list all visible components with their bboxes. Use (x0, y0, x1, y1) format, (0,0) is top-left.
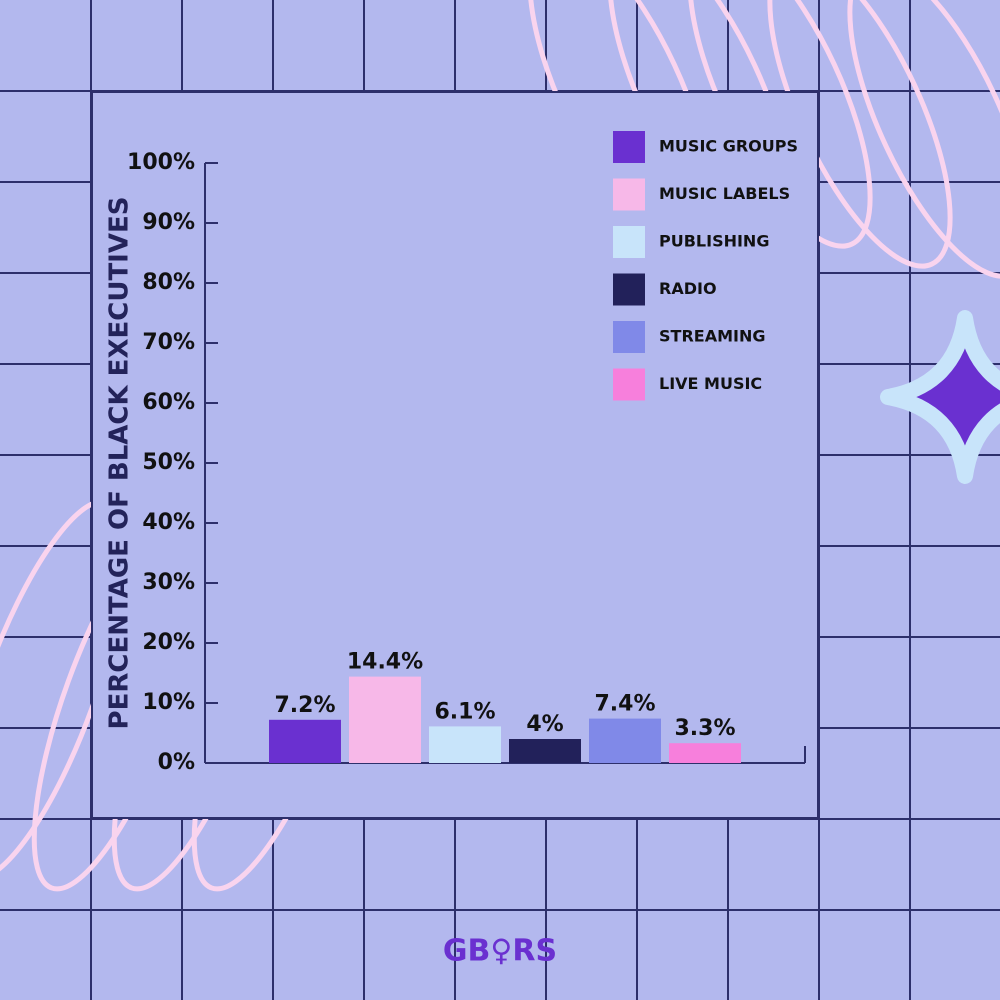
y-tick-label: 0% (158, 750, 195, 775)
bar (509, 739, 581, 763)
y-tick-label: 90% (142, 210, 195, 235)
bar (349, 676, 421, 763)
y-tick-label: 20% (142, 630, 195, 655)
value-label: 4% (526, 712, 563, 737)
legend-label: RADIO (659, 279, 717, 298)
y-tick-label: 30% (142, 570, 195, 595)
y-axis-title: PERCENTAGE OF BLACK EXECUTIVES (105, 197, 135, 730)
star-decoration (880, 310, 1000, 484)
logo: GB♀RS (443, 934, 557, 969)
y-tick-label: 100% (127, 150, 195, 175)
legend-swatch (613, 226, 645, 258)
chart-panel (91, 91, 819, 819)
legend-swatch (613, 273, 645, 306)
legend-label: MUSIC LABELS (659, 184, 790, 203)
legend-swatch (613, 131, 645, 163)
y-tick-label: 10% (142, 690, 195, 715)
legend-label: MUSIC GROUPS (659, 137, 798, 156)
value-label: 7.4% (594, 692, 655, 717)
legend-label: PUBLISHING (659, 232, 769, 251)
legend-swatch (613, 178, 645, 211)
legend-label: LIVE MUSIC (659, 374, 762, 393)
y-tick-label: 50% (142, 450, 195, 475)
y-tick-label: 40% (142, 510, 195, 535)
bar (669, 743, 741, 763)
bar (269, 719, 341, 763)
bar (589, 718, 661, 763)
bar (429, 726, 501, 763)
value-label: 3.3% (674, 716, 735, 741)
value-label: 14.4% (347, 650, 423, 675)
y-tick-label: 80% (142, 270, 195, 295)
value-label: 7.2% (274, 693, 335, 718)
legend-swatch (613, 321, 645, 353)
value-label: 6.1% (434, 699, 495, 724)
legend-label: STREAMING (659, 327, 765, 346)
y-tick-label: 60% (142, 390, 195, 415)
y-tick-label: 70% (142, 330, 195, 355)
legend-swatch (613, 368, 645, 401)
